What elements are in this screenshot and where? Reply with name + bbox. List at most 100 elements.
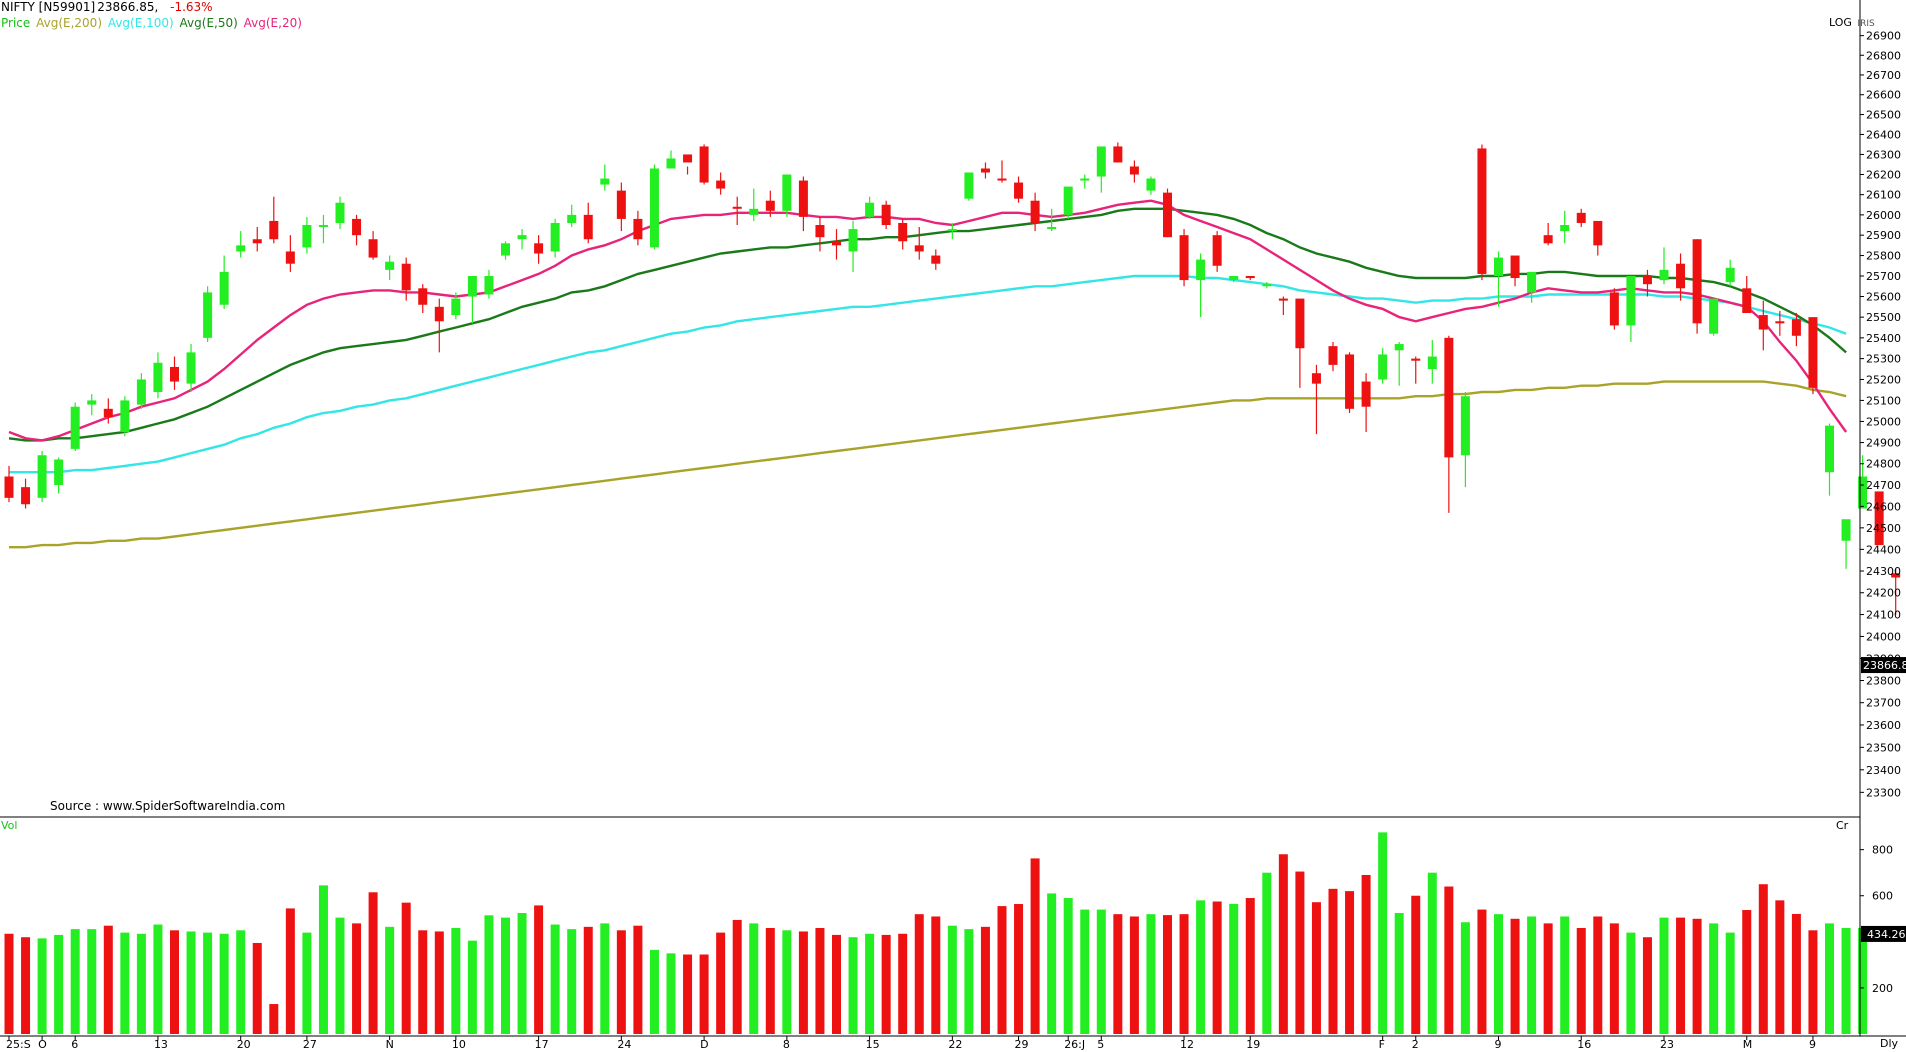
volume-bar	[1560, 916, 1570, 1034]
volume-bar	[1460, 922, 1470, 1034]
candle-body	[1096, 146, 1106, 177]
candle-body	[997, 178, 1007, 181]
candle	[732, 196, 742, 226]
candle	[1891, 568, 1901, 615]
candle	[914, 227, 924, 260]
volume-bar	[368, 892, 378, 1034]
candle-body	[352, 218, 362, 236]
volume-bar	[1626, 932, 1636, 1034]
volume-bar	[37, 938, 47, 1034]
volume-bar	[1676, 917, 1686, 1034]
candle-body	[1891, 573, 1901, 578]
volume-bar	[1858, 928, 1868, 1034]
legend-ema100: Avg(E,100)	[107, 16, 174, 30]
candle-body	[1444, 337, 1454, 458]
candle	[451, 292, 461, 320]
volume-bar	[21, 937, 31, 1034]
volume-bar	[467, 940, 477, 1034]
scale-unit: IRIS	[1857, 19, 1875, 29]
candle-body	[517, 235, 527, 240]
candle	[1063, 186, 1073, 219]
candle-body	[484, 275, 494, 295]
price-tick-label: 25700	[1866, 270, 1901, 283]
candle-body	[1278, 298, 1288, 301]
candle	[21, 478, 31, 509]
candle	[318, 214, 328, 244]
candle	[534, 235, 544, 264]
volume-bar	[434, 931, 444, 1034]
volume-bar	[1129, 916, 1139, 1034]
volume-bar	[70, 929, 80, 1034]
change-percent: -1.63%	[170, 0, 213, 14]
candle-body	[87, 400, 97, 405]
candle	[1394, 341, 1404, 386]
candle	[1295, 298, 1305, 388]
candle	[666, 150, 676, 169]
volume-tick-label: 200	[1872, 982, 1893, 995]
price-tick-label: 24900	[1866, 437, 1901, 450]
time-tick-label: 22	[948, 1038, 962, 1051]
candle	[1477, 144, 1487, 281]
candle-body	[4, 476, 14, 498]
volume-bar	[1163, 915, 1172, 1034]
candle-body	[203, 292, 213, 338]
volume-bar	[103, 925, 113, 1034]
period-label[interactable]: Dly	[1880, 1037, 1899, 1050]
candle	[1725, 259, 1735, 287]
candle	[484, 269, 494, 299]
price-tick-label: 25300	[1866, 353, 1901, 366]
candle-body	[534, 243, 544, 254]
candle-body	[1791, 319, 1801, 336]
candle	[997, 160, 1007, 183]
candle-body	[186, 352, 196, 384]
candle-body	[848, 229, 858, 252]
ema200-line	[9, 380, 1847, 549]
candle-body	[1345, 354, 1355, 409]
volume-bar	[798, 931, 808, 1034]
candle	[4, 465, 14, 503]
volume-bar	[633, 925, 643, 1034]
ema20-line	[8, 199, 1848, 442]
candle	[352, 214, 362, 246]
candle	[947, 222, 957, 240]
volume-bar	[898, 933, 908, 1034]
volume-bar	[269, 1004, 279, 1034]
price-tick-label: 24300	[1866, 565, 1901, 578]
candle-body	[699, 146, 709, 183]
candle	[649, 164, 659, 250]
candle	[1345, 352, 1355, 414]
candle-body	[1328, 346, 1338, 365]
volume-bar	[1709, 923, 1719, 1034]
volume-bar	[1080, 909, 1090, 1034]
log-toggle[interactable]: LOG	[1829, 16, 1852, 29]
candle	[434, 298, 444, 353]
volume-bar	[285, 908, 295, 1034]
volume-bar	[964, 929, 974, 1034]
candle-body	[1808, 317, 1818, 388]
volume-bar	[517, 913, 527, 1034]
candle	[252, 227, 262, 252]
candle-body	[1874, 491, 1884, 546]
candle	[832, 229, 841, 260]
volume-bar	[1113, 914, 1123, 1034]
volume-bar	[385, 926, 395, 1034]
price-tick-label: 25500	[1866, 311, 1901, 324]
volume-bar	[1245, 898, 1255, 1034]
candle-body	[1841, 519, 1851, 541]
price-tick-label: 26900	[1866, 30, 1901, 43]
candle-body	[666, 158, 676, 169]
scale-mode[interactable]: LOG IRIS	[1829, 16, 1877, 29]
volume-bar	[1808, 930, 1818, 1034]
candle-body	[1146, 178, 1156, 191]
candle	[1775, 310, 1785, 336]
volume-bar	[318, 885, 328, 1034]
price-tick-label: 25900	[1866, 229, 1901, 242]
candle-body	[1361, 381, 1371, 407]
candle-body	[898, 222, 908, 242]
time-tick-label: 17	[535, 1038, 549, 1051]
candle	[683, 154, 693, 175]
candle	[1014, 176, 1024, 203]
candle-body	[1626, 275, 1636, 326]
volume-bar	[1014, 904, 1024, 1034]
